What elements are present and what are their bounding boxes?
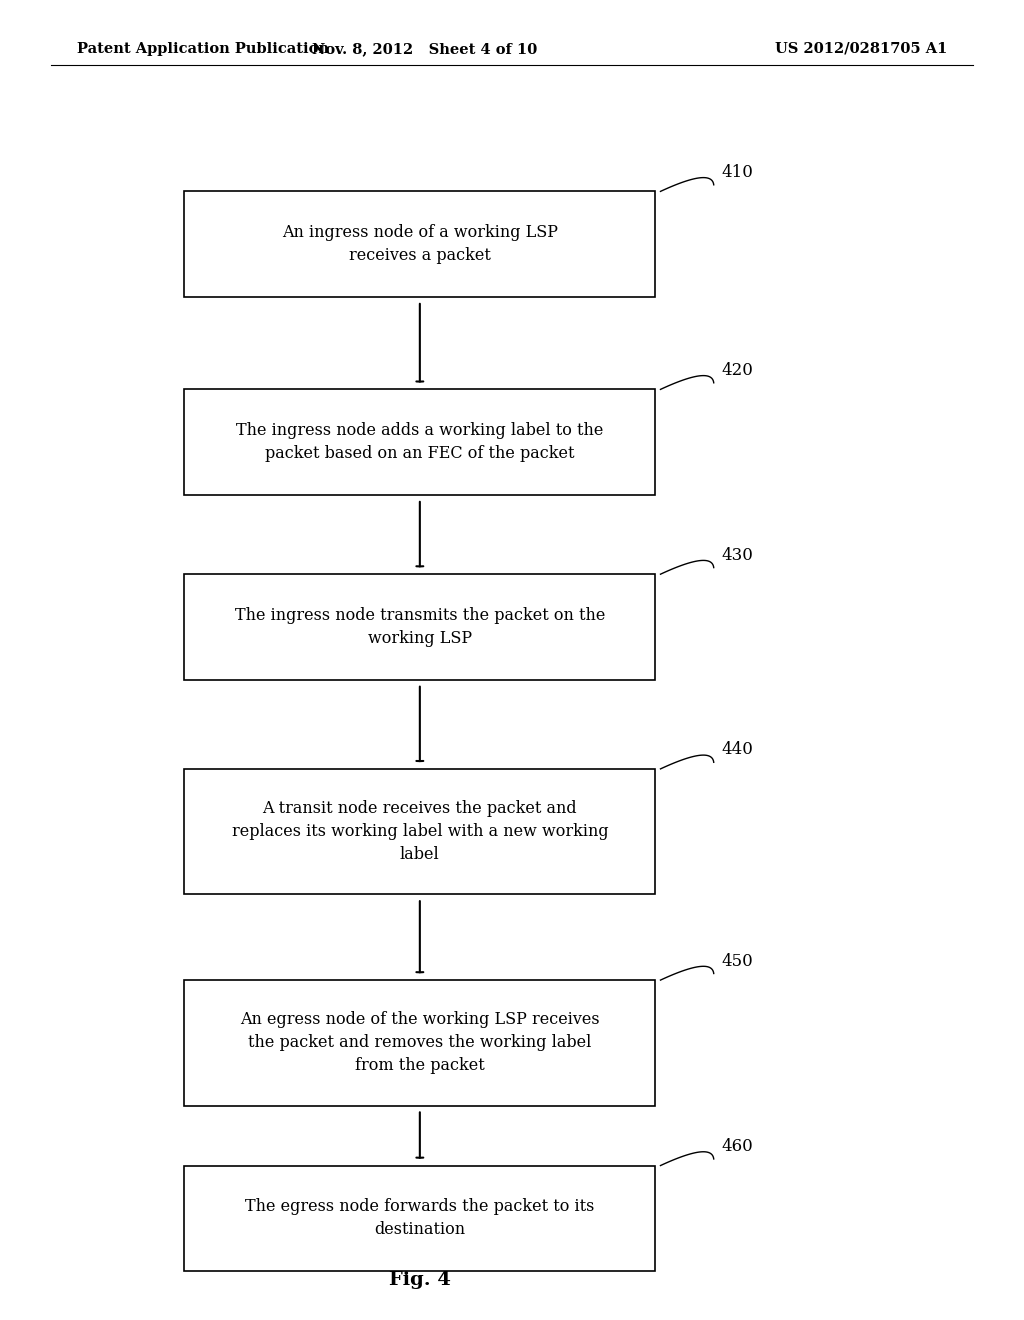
FancyBboxPatch shape xyxy=(184,768,655,895)
Text: 410: 410 xyxy=(722,164,754,181)
FancyBboxPatch shape xyxy=(184,979,655,1106)
Text: A transit node receives the packet and
replaces its working label with a new wor: A transit node receives the packet and r… xyxy=(231,800,608,863)
Text: Fig. 4: Fig. 4 xyxy=(389,1271,451,1290)
FancyBboxPatch shape xyxy=(184,574,655,680)
Text: The ingress node adds a working label to the
packet based on an FEC of the packe: The ingress node adds a working label to… xyxy=(237,422,603,462)
Text: 440: 440 xyxy=(722,742,754,758)
Text: 430: 430 xyxy=(722,546,754,564)
Text: The ingress node transmits the packet on the
working LSP: The ingress node transmits the packet on… xyxy=(234,607,605,647)
FancyBboxPatch shape xyxy=(184,191,655,297)
Text: US 2012/0281705 A1: US 2012/0281705 A1 xyxy=(775,42,947,55)
FancyBboxPatch shape xyxy=(184,389,655,495)
Text: Patent Application Publication: Patent Application Publication xyxy=(77,42,329,55)
Text: Nov. 8, 2012   Sheet 4 of 10: Nov. 8, 2012 Sheet 4 of 10 xyxy=(312,42,538,55)
Text: An egress node of the working LSP receives
the packet and removes the working la: An egress node of the working LSP receiv… xyxy=(240,1011,600,1074)
Text: An ingress node of a working LSP
receives a packet: An ingress node of a working LSP receive… xyxy=(282,224,558,264)
Text: The egress node forwards the packet to its
destination: The egress node forwards the packet to i… xyxy=(245,1199,595,1238)
FancyBboxPatch shape xyxy=(184,1166,655,1271)
Text: 460: 460 xyxy=(722,1138,754,1155)
Text: 450: 450 xyxy=(722,953,754,969)
Text: 420: 420 xyxy=(722,362,754,379)
